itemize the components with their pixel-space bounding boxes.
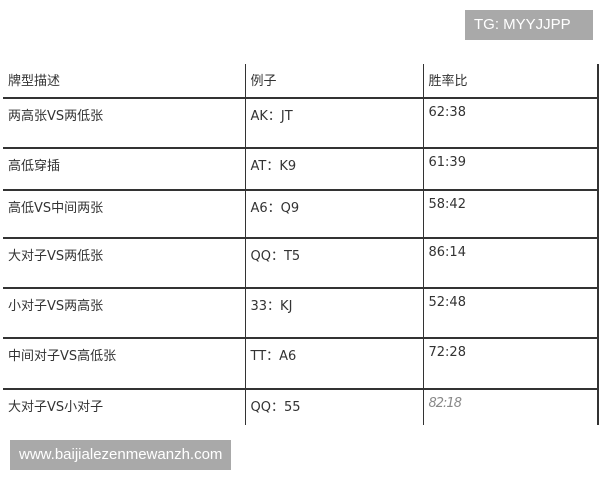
table-row: 两高张VS两低张 AK：JT 62:38 [3,98,599,149]
header-win-ratio: 胜率比 [423,64,599,99]
table-row: 高低穿插 AT：K9 61:39 [3,148,599,191]
table-row: 中间对子VS高低张 TT：A6 72:28 [3,338,599,390]
table-row: 高低VS中间两张 A6：Q9 58:42 [3,190,599,239]
hand-type: 大对子VS小对子 [3,389,246,425]
example: AK：JT [245,98,424,149]
win-ratio: 58:42 [423,190,599,239]
table-row: 大对子VS两低张 QQ：T5 86:14 [3,238,599,289]
hand-type: 中间对子VS高低张 [3,338,246,390]
watermark-bottom: www.baijialezenmewanzh.com [10,440,232,470]
table-row: 小对子VS两高张 33：KJ 52:48 [3,288,599,339]
win-ratio: 52:48 [423,288,599,339]
example: TT：A6 [245,338,424,390]
example: 33：KJ [245,288,424,339]
win-ratio: 72:28 [423,338,599,390]
table-row: 大对子VS小对子 QQ：55 82:18 [3,389,599,425]
win-ratio: 82:18 [423,389,599,425]
win-ratio: 86:14 [423,238,599,289]
table-header-row: 牌型描述 例子 胜率比 [3,64,599,99]
example: AT：K9 [245,148,424,191]
example: A6：Q9 [245,190,424,239]
header-example: 例子 [245,64,424,99]
hand-type: 大对子VS两低张 [3,238,246,289]
header-hand-type: 牌型描述 [3,64,246,99]
win-ratio: 62:38 [423,98,599,149]
watermark-top: TG: MYYJJPP [465,10,593,40]
example: QQ：T5 [245,238,424,289]
win-rate-table: 牌型描述 例子 胜率比 两高张VS两低张 AK：JT 62:38 高低穿插 AT… [3,64,599,425]
hand-type: 小对子VS两高张 [3,288,246,339]
hand-type: 两高张VS两低张 [3,98,246,149]
hand-type: 高低VS中间两张 [3,190,246,239]
example: QQ：55 [245,389,424,425]
hand-type: 高低穿插 [3,148,246,191]
win-ratio: 61:39 [423,148,599,191]
